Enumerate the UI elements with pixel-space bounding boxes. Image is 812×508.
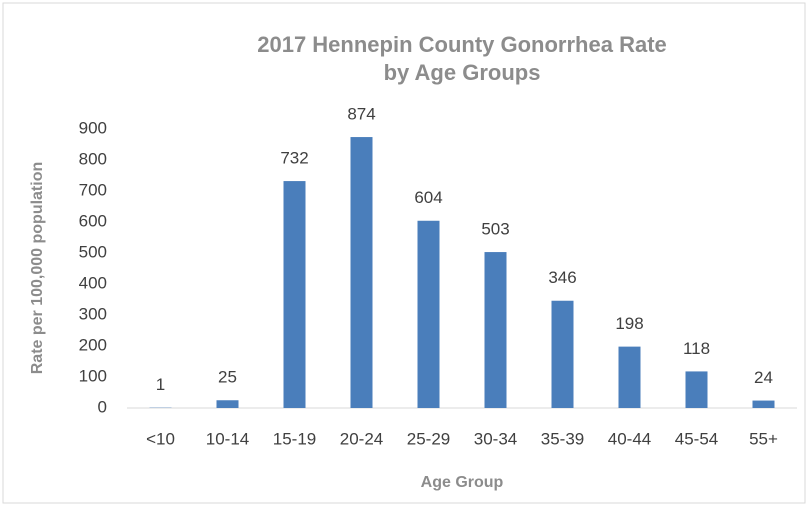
y-tick-label: 400 <box>79 273 107 292</box>
y-tick-label: 900 <box>79 118 107 137</box>
bar <box>551 300 574 408</box>
x-tick-label: 55+ <box>749 429 778 448</box>
x-tick-label: 45-54 <box>675 429 718 448</box>
x-tick-label: 30-34 <box>474 429 517 448</box>
data-label: 604 <box>414 188 442 207</box>
x-tick-label: 15-19 <box>273 429 316 448</box>
bar <box>283 181 306 408</box>
data-label: 346 <box>548 268 576 287</box>
chart-title: by Age Groups <box>384 60 541 85</box>
bar <box>484 252 507 408</box>
data-label: 24 <box>754 368 773 387</box>
y-tick-label: 500 <box>79 242 107 261</box>
x-axis-title: Age Group <box>421 474 504 491</box>
chart-title: 2017 Hennepin County Gonorrhea Rate <box>257 32 667 57</box>
bar <box>685 371 708 408</box>
y-tick-label: 100 <box>79 366 107 385</box>
x-tick-label: 40-44 <box>608 429 651 448</box>
bar <box>216 400 239 408</box>
x-tick-label: 10-14 <box>206 429 249 448</box>
data-label: 25 <box>218 368 237 387</box>
x-tick-label: 25-29 <box>407 429 450 448</box>
x-tick-label: <10 <box>146 429 175 448</box>
y-tick-label: 200 <box>79 335 107 354</box>
y-tick-label: 300 <box>79 304 107 323</box>
x-tick-label: 35-39 <box>541 429 584 448</box>
y-tick-label: 800 <box>79 149 107 168</box>
data-label: 732 <box>280 149 308 168</box>
y-tick-label: 600 <box>79 211 107 230</box>
data-label: 874 <box>347 105 375 124</box>
data-label: 503 <box>481 220 509 239</box>
data-label: 1 <box>156 375 165 394</box>
y-axis-title: Rate per 100,000 population <box>29 162 46 375</box>
y-tick-label: 0 <box>98 397 107 416</box>
data-label: 118 <box>683 339 710 358</box>
bar <box>350 137 373 408</box>
bar <box>618 346 641 408</box>
data-label: 198 <box>615 314 643 333</box>
x-tick-label: 20-24 <box>340 429 383 448</box>
chart-border <box>2 2 806 504</box>
y-tick-label: 700 <box>79 180 107 199</box>
bar <box>752 400 775 408</box>
bar <box>417 220 440 408</box>
